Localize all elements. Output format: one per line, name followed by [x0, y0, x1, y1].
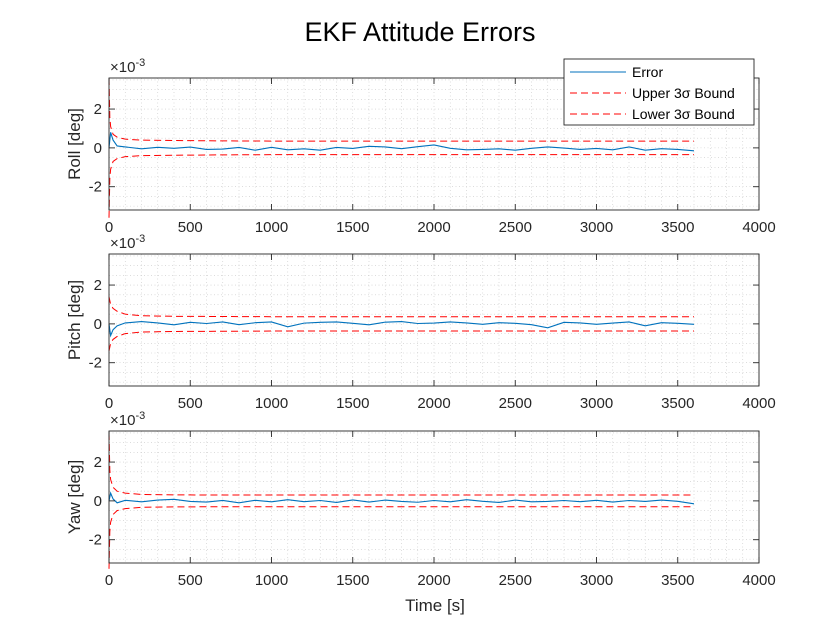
y-axis-label: Pitch [deg]: [65, 280, 84, 360]
error-series-line: [108, 491, 695, 505]
series-group: [108, 432, 695, 569]
lower-bound-line: [108, 506, 694, 569]
legend-label: Error: [632, 64, 663, 80]
x-tick-label: 3500: [661, 572, 694, 589]
subplot-panels: 0 500 1000 1500 2000 2500 3000 3500 4000-202×10-…: [65, 57, 776, 589]
subplot-2: 0 500 1000 1500 2000 2500 3000 3500 4000 -2 0 2 ×10-…: [65, 233, 776, 412]
error-series-line: [108, 320, 695, 338]
x-tick-label: 0: [105, 572, 113, 589]
x-tick-label: 500: [178, 395, 203, 412]
x-tick-label: 3000: [580, 395, 613, 412]
x-tick-label: 0: [105, 395, 113, 412]
lower-bound-line: [108, 154, 694, 218]
series-group: [108, 77, 695, 218]
upper-bound-line: [108, 296, 694, 318]
x-tick-label: 0: [105, 219, 113, 236]
x-tick-label: 2500: [499, 572, 532, 589]
x-tick-label: 500: [178, 219, 203, 236]
legend-label: Upper 3σ Bound: [632, 85, 735, 101]
legend-label: Lower 3σ Bound: [632, 106, 735, 122]
subplot-3: 0 500 1000 1500 2000 2500 3000 3500 4000 -2 0 2 ×10-…: [65, 410, 776, 589]
lower-bound-line: [108, 330, 694, 352]
error-series-line: [108, 132, 695, 152]
upper-bound-line: [108, 432, 694, 496]
x-tick-label: 1500: [336, 219, 369, 236]
x-tick-label: 500: [178, 572, 203, 589]
x-tick-label: 2000: [417, 572, 450, 589]
y-axis-label: Yaw [deg]: [65, 460, 84, 534]
y-tick-label: 0: [94, 316, 102, 333]
x-tick-label: 1500: [336, 572, 369, 589]
y-tick-label: 0: [94, 140, 102, 157]
x-axis-label: Time [s]: [405, 596, 465, 615]
y-tick-label: -2: [89, 179, 102, 196]
y-exponent-label: ×10-3: [110, 410, 145, 429]
x-tick-label: 3000: [580, 219, 613, 236]
y-tick-label: -2: [89, 532, 102, 549]
y-tick-label: 2: [94, 454, 102, 471]
upper-bound-line: [108, 77, 694, 142]
x-tick-label: 4000: [742, 395, 775, 412]
x-tick-label: 3500: [661, 219, 694, 236]
y-tick-label: 0: [94, 493, 102, 510]
x-tick-label: 1000: [255, 572, 288, 589]
x-tick-label: 3500: [661, 395, 694, 412]
x-tick-label: 2500: [499, 219, 532, 236]
y-tick-label: -2: [89, 355, 102, 372]
y-tick-label: 2: [94, 277, 102, 294]
series-group: [108, 296, 695, 352]
y-tick-label: 2: [94, 101, 102, 118]
chart-title: EKF Attitude Errors: [304, 17, 535, 47]
x-tick-label: 4000: [742, 572, 775, 589]
x-tick-label: 2500: [499, 395, 532, 412]
x-tick-label: 1500: [336, 395, 369, 412]
y-exponent-label: ×10-3: [110, 233, 145, 252]
legend: Error Upper 3σ Bound Lower 3σ Bound: [563, 58, 755, 126]
x-tick-label: 2000: [417, 219, 450, 236]
y-exponent-label: ×10-3: [110, 57, 145, 76]
x-tick-label: 2000: [417, 395, 450, 412]
x-tick-label: 1000: [255, 395, 288, 412]
x-tick-label: 1000: [255, 219, 288, 236]
y-axis-label: Roll [deg]: [65, 108, 84, 180]
x-tick-label: 3000: [580, 572, 613, 589]
x-tick-label: 4000: [742, 219, 775, 236]
